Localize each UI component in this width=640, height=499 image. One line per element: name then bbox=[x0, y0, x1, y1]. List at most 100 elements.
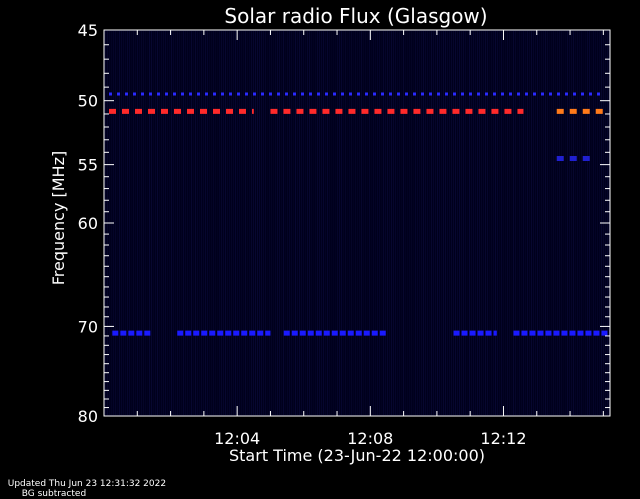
noise-streak bbox=[527, 31, 528, 415]
noise-streak bbox=[277, 31, 278, 415]
noise-streak bbox=[423, 31, 424, 415]
x-tick-label: 12:04 bbox=[214, 429, 260, 448]
noise-streak bbox=[501, 31, 502, 415]
noise-streak bbox=[463, 31, 464, 415]
noise-streak bbox=[541, 31, 542, 415]
noise-streak bbox=[517, 31, 518, 415]
background-note: BG subtracted bbox=[21, 489, 87, 499]
noise-streak bbox=[559, 31, 560, 415]
noise-streak bbox=[285, 31, 286, 415]
noise-streak bbox=[495, 31, 496, 415]
noise-streak bbox=[163, 31, 164, 415]
noise-streak bbox=[471, 31, 472, 415]
noise-streak bbox=[299, 31, 300, 415]
frequency-bands bbox=[108, 92, 610, 336]
noise-streak bbox=[461, 31, 462, 415]
noise-streak bbox=[347, 31, 348, 415]
noise-streak bbox=[565, 31, 566, 415]
noise-streak bbox=[161, 31, 162, 415]
x-tick-label: 12:08 bbox=[347, 429, 393, 448]
noise-streak bbox=[361, 31, 362, 415]
noise-streak bbox=[133, 31, 134, 415]
y-tick-label: 45 bbox=[78, 21, 98, 40]
noise-streak bbox=[573, 31, 574, 415]
noise-streak bbox=[241, 31, 242, 415]
noise-streak bbox=[493, 31, 494, 415]
noise-streak bbox=[259, 31, 260, 415]
noise-streak bbox=[301, 31, 302, 415]
noise-streak bbox=[597, 31, 598, 415]
noise-streak bbox=[379, 31, 380, 415]
noise-streak bbox=[191, 31, 192, 415]
noise-streak bbox=[279, 31, 280, 415]
x-axis: 12:04 12:08 12:12 bbox=[136, 30, 604, 448]
noise-streak bbox=[387, 31, 388, 415]
noise-streak bbox=[157, 31, 158, 415]
updated-timestamp: Updated Thu Jun 23 12:31:32 2022 bbox=[7, 479, 167, 489]
noise-streak bbox=[561, 31, 562, 415]
noise-streak bbox=[595, 31, 596, 415]
noise-streak bbox=[149, 31, 150, 415]
noise-streak bbox=[569, 31, 570, 415]
noise-streak bbox=[251, 31, 252, 415]
noise-streak bbox=[319, 31, 320, 415]
y-axis-label: Frequency [MHz] bbox=[49, 151, 68, 285]
noise-streak bbox=[583, 31, 584, 415]
noise-streak bbox=[507, 31, 508, 415]
noise-streak bbox=[239, 31, 240, 415]
noise-streak bbox=[381, 31, 382, 415]
y-tick-label: 50 bbox=[78, 92, 98, 111]
noise-streak bbox=[353, 31, 354, 415]
noise-streak bbox=[457, 31, 458, 415]
noise-streak bbox=[117, 31, 118, 415]
noise-streak bbox=[411, 31, 412, 415]
noise-streak bbox=[185, 31, 186, 415]
noise-streak bbox=[225, 31, 226, 415]
noise-streak bbox=[235, 31, 236, 415]
y-tick-label: 70 bbox=[78, 317, 98, 336]
noise-streak bbox=[147, 31, 148, 415]
noise-streak bbox=[571, 31, 572, 415]
noise-streak bbox=[383, 31, 384, 415]
noise-streak bbox=[177, 31, 178, 415]
noise-streak bbox=[291, 31, 292, 415]
noise-streak bbox=[403, 31, 404, 415]
noise-streak bbox=[359, 31, 360, 415]
noise-streak bbox=[479, 31, 480, 415]
noise-streak bbox=[273, 31, 274, 415]
solar-radio-spectrogram: Solar radio Flux (Glasgow) 455055607080 … bbox=[49, 4, 611, 465]
y-tick-label: 80 bbox=[78, 407, 98, 426]
noise-streak bbox=[271, 31, 272, 415]
noise-streak bbox=[305, 31, 306, 415]
noise-streak bbox=[511, 31, 512, 415]
noise-streak bbox=[459, 31, 460, 415]
noise-streak bbox=[325, 31, 326, 415]
noise-streak bbox=[207, 31, 208, 415]
noise-streak bbox=[365, 31, 366, 415]
noise-streak bbox=[391, 31, 392, 415]
noise-streak bbox=[525, 31, 526, 415]
noise-streak bbox=[197, 31, 198, 415]
noise-streak bbox=[529, 31, 530, 415]
noise-streak bbox=[395, 31, 396, 415]
noise-streak bbox=[577, 31, 578, 415]
noise-streak bbox=[369, 31, 370, 415]
noise-streak bbox=[519, 31, 520, 415]
noise-streak bbox=[449, 31, 450, 415]
noise-streak bbox=[473, 31, 474, 415]
noise-streak bbox=[309, 31, 310, 415]
noise-streak bbox=[255, 31, 256, 415]
noise-streak bbox=[413, 31, 414, 415]
noise-streak bbox=[205, 31, 206, 415]
noise-streak bbox=[193, 31, 194, 415]
noise-streak bbox=[303, 31, 304, 415]
noise-streak bbox=[145, 31, 146, 415]
noise-streak bbox=[521, 31, 522, 415]
noise-streak bbox=[209, 31, 210, 415]
noise-streak bbox=[401, 31, 402, 415]
noise-streak bbox=[317, 31, 318, 415]
noise-streak bbox=[503, 31, 504, 415]
noise-streak bbox=[591, 31, 592, 415]
x-axis-label: Start Time (23-Jun-22 12:00:00) bbox=[229, 446, 485, 465]
noise-streak bbox=[567, 31, 568, 415]
